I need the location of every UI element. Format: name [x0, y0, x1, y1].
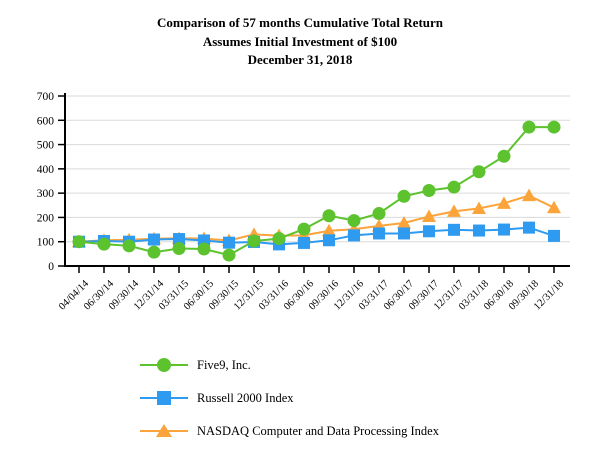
- chart-title-line2: Assumes Initial Investment of $100: [202, 33, 398, 49]
- legend-item-five9-inc: Five9, Inc.: [140, 352, 439, 378]
- marker-russell-2000-index-12: [373, 227, 385, 240]
- legend-item-nasdaq-computer-and-data-processing-index: NASDAQ Computer and Data Processing Inde…: [140, 418, 439, 444]
- y-tick-label-300: 300: [37, 188, 55, 200]
- marker-five9-inc-6: [222, 248, 236, 262]
- marker-five9-inc-19: [547, 120, 561, 134]
- legend-label-five9-inc: Five9, Inc.: [197, 357, 251, 372]
- marker-five9-inc-10: [322, 209, 336, 223]
- y-tick-label-0: 0: [48, 261, 54, 273]
- marker-five9-inc-7: [247, 234, 261, 248]
- marker-nasdaq-computer-and-data-processing-index-16: [472, 201, 486, 214]
- marker-russell-2000-index-10: [323, 234, 335, 247]
- legend-marker-five9-inc: [140, 357, 188, 373]
- marker-nasdaq-computer-and-data-processing-index-19: [547, 200, 561, 214]
- legend-item-russell-2000-index: Russell 2000 Index: [140, 385, 439, 411]
- marker-five9-inc-8: [272, 232, 286, 246]
- marker-nasdaq-computer-and-data-processing-index-10: [322, 223, 336, 237]
- marker-nasdaq-computer-and-data-processing-index-18: [522, 188, 536, 202]
- marker-nasdaq-computer-and-data-processing-index-17: [497, 196, 511, 209]
- legend-marker-nasdaq-computer-and-data-processing-index: [140, 423, 188, 439]
- y-tick-label-400: 400: [37, 164, 55, 176]
- marker-nasdaq-computer-and-data-processing-index-14: [422, 209, 436, 222]
- y-tick-label-100: 100: [37, 237, 55, 249]
- marker-five9-inc-14: [422, 183, 436, 197]
- chart-title-line1: Comparison of 57 months Cumulative Total…: [156, 15, 444, 30]
- marker-five9-inc-16: [472, 165, 486, 179]
- marker-russell-2000-index-17: [498, 223, 510, 236]
- square-icon: [157, 391, 171, 405]
- marker-russell-2000-index-9: [298, 236, 310, 249]
- y-tick-label-500: 500: [37, 140, 55, 152]
- marker-nasdaq-computer-and-data-processing-index-15: [447, 204, 461, 217]
- marker-five9-inc-12: [372, 207, 386, 221]
- chart-title: Comparison of 57 months Cumulative Total…: [0, 14, 600, 70]
- marker-russell-2000-index-6: [223, 236, 235, 249]
- marker-russell-2000-index-11: [348, 229, 360, 242]
- marker-russell-2000-index-18: [523, 221, 535, 234]
- marker-five9-inc-2: [122, 239, 136, 253]
- marker-russell-2000-index-3: [148, 233, 160, 246]
- y-tick-label-700: 700: [37, 91, 55, 103]
- marker-five9-inc-1: [97, 237, 111, 251]
- marker-russell-2000-index-16: [473, 224, 485, 237]
- marker-russell-2000-index-19: [548, 229, 560, 242]
- marker-five9-inc-5: [197, 242, 211, 256]
- circle-icon: [157, 358, 171, 372]
- y-tick-label-600: 600: [37, 115, 55, 127]
- marker-five9-inc-13: [397, 189, 411, 203]
- y-tick-label-200: 200: [37, 212, 55, 224]
- legend-marker-russell-2000-index: [140, 390, 188, 406]
- marker-five9-inc-17: [497, 149, 511, 163]
- marker-nasdaq-computer-and-data-processing-index-13: [397, 216, 411, 229]
- chart-title-line3: December 31, 2018: [247, 52, 353, 67]
- marker-five9-inc-4: [172, 242, 186, 256]
- chart-plot-area: 010020030040050060070004/04/1406/30/1409…: [37, 91, 570, 313]
- marker-five9-inc-0: [72, 235, 86, 249]
- chart-legend: Five9, Inc. Russell 2000 Index NASDAQ Comp…: [140, 352, 439, 451]
- marker-five9-inc-18: [522, 120, 536, 134]
- marker-russell-2000-index-4: [173, 233, 185, 246]
- marker-russell-2000-index-14: [423, 225, 435, 238]
- marker-russell-2000-index-15: [448, 223, 460, 236]
- marker-five9-inc-9: [297, 222, 311, 236]
- marker-russell-2000-index-13: [398, 227, 410, 240]
- legend-label-russell-2000-index: Russell 2000 Index: [197, 390, 294, 405]
- marker-five9-inc-11: [347, 214, 361, 228]
- marker-five9-inc-3: [147, 245, 161, 259]
- triangle-icon: [156, 424, 172, 437]
- legend-label-nasdaq-computer-and-data-processing-index: NASDAQ Computer and Data Processing Inde…: [197, 423, 439, 438]
- marker-five9-inc-15: [447, 180, 461, 194]
